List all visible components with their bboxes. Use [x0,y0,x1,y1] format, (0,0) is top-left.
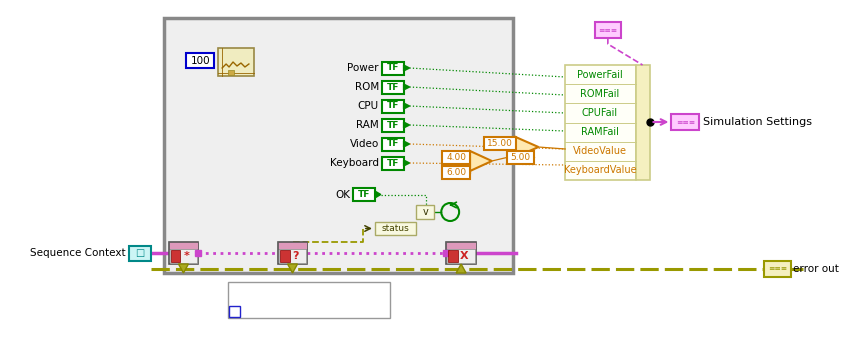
Text: Video: Video [349,139,379,149]
Polygon shape [404,84,410,90]
Text: status: status [382,224,410,233]
Text: □: □ [135,248,144,258]
Polygon shape [404,160,410,166]
Bar [382,62,404,75]
Bar [507,151,535,164]
Bar [382,157,404,170]
Bar [375,222,416,235]
Bar [169,249,197,263]
Bar [163,18,513,273]
Text: Sequence Context: Sequence Context [31,248,126,258]
Text: Simulation Settings: Simulation Settings [703,117,812,127]
Text: ≡≡≡: ≡≡≡ [676,118,694,126]
Bar [278,242,308,264]
Text: PowerFail: PowerFail [577,69,623,80]
Text: 15.00: 15.00 [487,139,513,148]
Bar [382,119,404,132]
Text: 5.00: 5.00 [511,153,530,162]
Bar [446,242,476,249]
Text: ROMFail: ROMFail [581,89,620,99]
Text: RAMFail: RAMFail [581,127,619,137]
Bar [442,166,470,179]
Text: Check termination state while: Check termination state while [236,287,383,297]
Text: i: i [233,307,236,316]
Text: TF: TF [387,121,399,129]
Text: waiting for user response: waiting for user response [236,301,360,311]
Bar [763,261,791,277]
Text: 4.00: 4.00 [446,153,466,162]
Text: ≡≡≡: ≡≡≡ [768,265,787,274]
Polygon shape [456,264,466,273]
Text: TF: TF [387,101,399,111]
Bar [382,81,404,94]
Text: ROM: ROM [354,82,379,92]
Polygon shape [404,103,410,109]
Bar [416,205,434,219]
Text: TF: TF [387,83,399,92]
Bar [565,65,636,180]
Text: ?: ? [292,251,298,261]
Text: TF: TF [387,158,399,167]
Bar [672,114,699,130]
Text: error out: error out [793,264,839,274]
Text: VideoValue: VideoValue [573,146,627,156]
Bar [228,282,389,318]
Bar [129,246,150,261]
Bar [448,250,458,262]
Bar [278,242,308,249]
Bar [168,242,198,264]
Bar [228,70,234,75]
Polygon shape [470,151,492,171]
Bar [168,242,198,249]
Text: OK: OK [335,189,350,200]
Polygon shape [404,122,410,128]
Text: TF: TF [358,190,370,199]
Bar [279,249,306,263]
Bar [280,250,290,262]
Polygon shape [375,191,381,198]
Text: 6.00: 6.00 [446,168,466,177]
Polygon shape [404,65,410,71]
Text: RAM: RAM [356,120,379,130]
Polygon shape [404,141,410,147]
Text: ≡≡≡: ≡≡≡ [598,26,617,34]
Bar [171,250,180,262]
Text: Power: Power [348,63,379,73]
Text: KeyboardValue: KeyboardValue [564,165,637,176]
Bar [442,151,470,164]
Bar [484,137,516,150]
Bar [229,306,240,317]
Text: v: v [422,207,428,217]
Bar [353,188,375,201]
Bar [595,22,620,38]
Bar [218,48,254,76]
Bar [636,65,649,180]
Polygon shape [516,137,538,157]
Text: CPU: CPU [358,101,379,111]
Bar [186,53,214,68]
Text: *: * [184,251,190,261]
Bar [382,138,404,151]
Bar [382,100,404,113]
Bar [447,249,475,263]
Text: TF: TF [387,140,399,149]
Text: CPUFail: CPUFail [582,108,618,118]
Polygon shape [287,264,298,273]
Text: X: X [460,251,468,261]
Text: Keyboard: Keyboard [330,158,379,168]
Text: TF: TF [387,63,399,72]
Polygon shape [178,264,189,273]
Bar [446,242,476,264]
Text: 100: 100 [190,56,210,66]
